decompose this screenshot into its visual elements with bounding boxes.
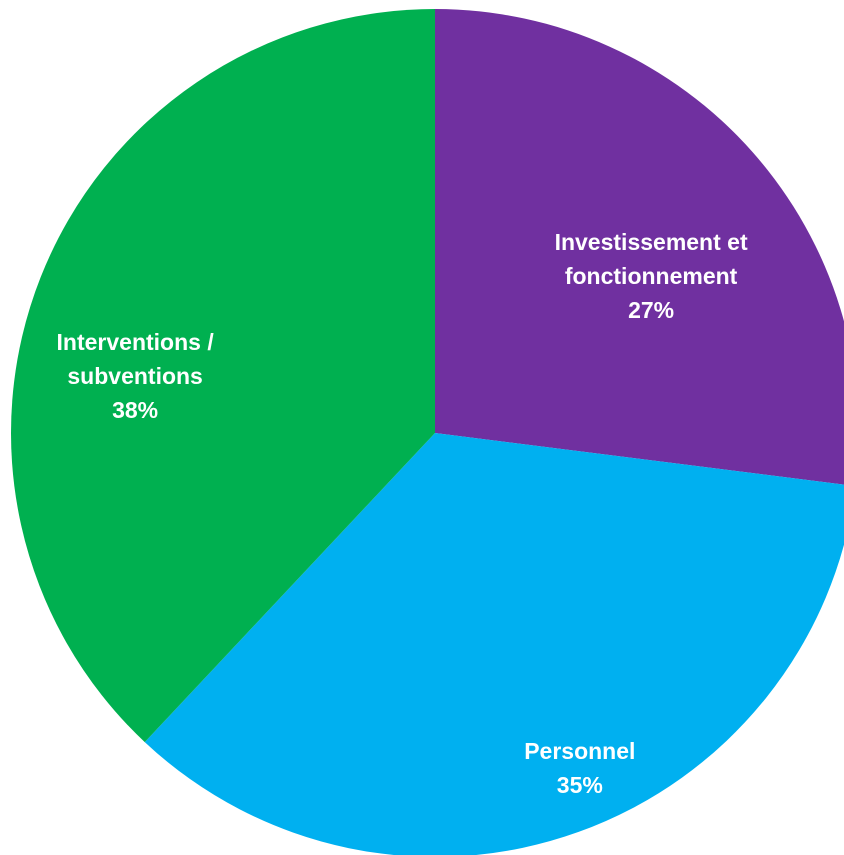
slice-label: Interventions / subventions 38% — [13, 325, 258, 427]
value-label: 38% — [112, 396, 159, 423]
value-label: 27% — [628, 296, 675, 323]
category-label: Investissement et fonctionnement — [554, 228, 748, 289]
slice-label: Personnel 35% — [470, 734, 690, 802]
pie-slice — [435, 9, 844, 485]
category-label: Interventions / subventions — [56, 328, 214, 389]
pie-slice — [144, 433, 844, 855]
slice-label: Investissement et fonctionnement 27% — [544, 225, 759, 327]
value-label: 35% — [556, 771, 603, 798]
pie-slice — [11, 9, 436, 743]
category-label: Personnel — [524, 737, 636, 764]
